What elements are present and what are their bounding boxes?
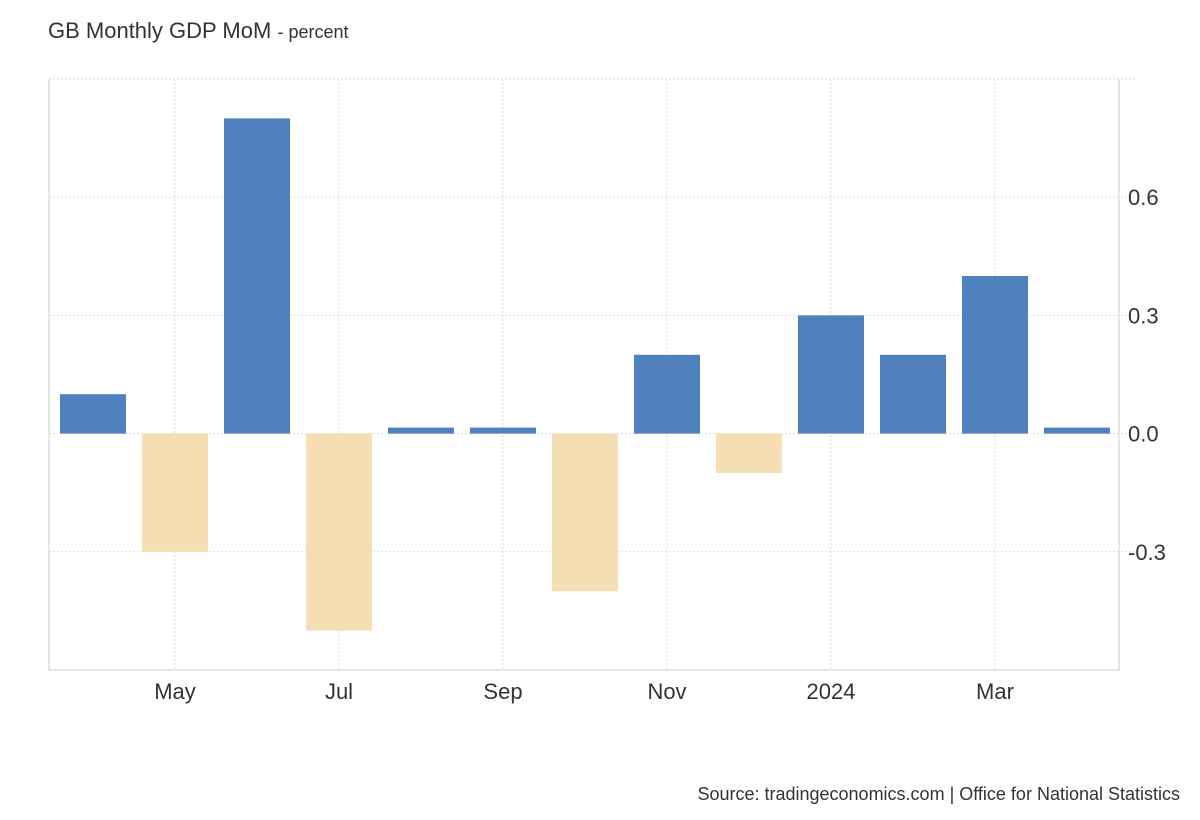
- y-tick-label: 0.3: [1128, 303, 1159, 328]
- x-tick-label: Sep: [483, 679, 522, 704]
- bar: [306, 433, 372, 631]
- bar: [962, 276, 1028, 434]
- x-tick-label: Nov: [647, 679, 686, 704]
- title-text: GB Monthly GDP MoM: [48, 18, 272, 43]
- bar: [388, 427, 454, 434]
- bar: [634, 354, 700, 434]
- bar: [1044, 427, 1110, 434]
- bar: [552, 433, 618, 592]
- bar: [880, 354, 946, 434]
- x-tick-label: Mar: [976, 679, 1014, 704]
- x-tick-label: Jul: [325, 679, 353, 704]
- x-tick-label: 2024: [807, 679, 856, 704]
- source-credit: Source: tradingeconomics.com | Office fo…: [697, 784, 1180, 804]
- y-tick-label: 0.0: [1128, 422, 1159, 447]
- title-unit: - percent: [277, 22, 349, 42]
- bar: [60, 394, 126, 434]
- bar: [716, 433, 782, 473]
- chart-title: GB Monthly GDP MoM - percent: [48, 18, 349, 44]
- y-tick-label: -0.3: [1128, 540, 1166, 565]
- x-tick-label: May: [154, 679, 196, 704]
- bar: [224, 118, 290, 434]
- bar: [798, 315, 864, 434]
- bar: [142, 433, 208, 552]
- bar: [470, 427, 536, 434]
- y-tick-label: 0.6: [1128, 185, 1159, 210]
